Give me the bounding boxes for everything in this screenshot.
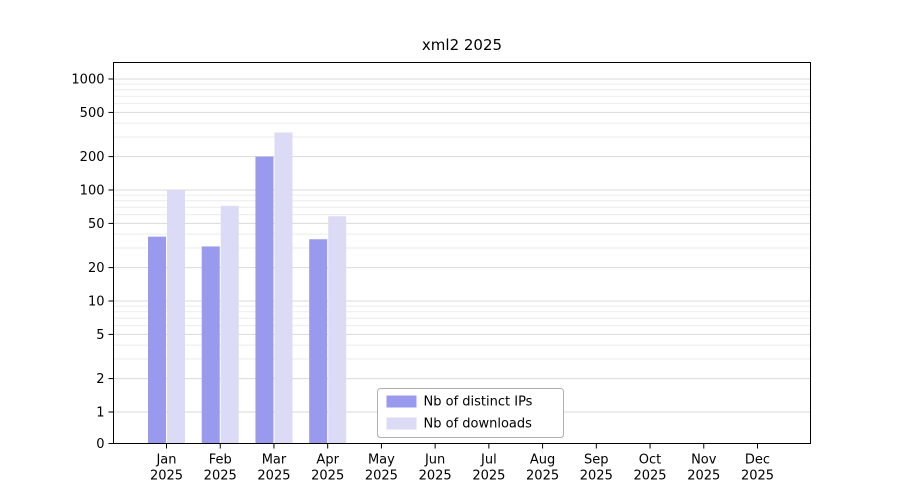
- y-tick-label: 500: [80, 106, 105, 121]
- bar-downloads-apr: [328, 216, 347, 444]
- x-tick-month-label: Mar: [262, 453, 287, 468]
- bar-distinct-ips-feb: [201, 246, 220, 444]
- x-tick-year-label: 2025: [633, 469, 666, 484]
- x-tick-year-label: 2025: [472, 469, 505, 484]
- bar-distinct-ips-mar: [255, 156, 274, 444]
- x-tick-month-label: Oct: [639, 453, 661, 468]
- x-tick-month-label: Feb: [209, 453, 232, 468]
- y-tick-label: 0: [96, 437, 104, 452]
- x-tick-month-label: Jan: [155, 453, 176, 468]
- x-tick-year-label: 2025: [204, 469, 237, 484]
- y-tick-label: 20: [88, 261, 105, 276]
- y-tick-label: 200: [80, 150, 105, 165]
- x-tick-year-label: 2025: [419, 469, 452, 484]
- x-tick-year-label: 2025: [311, 469, 344, 484]
- bar-downloads-feb: [220, 205, 239, 444]
- x-tick-year-label: 2025: [687, 469, 720, 484]
- bar-downloads-mar: [274, 132, 293, 444]
- legend-label-downloads: Nb of downloads: [424, 417, 533, 432]
- legend-label-distinct-ips: Nb of distinct IPs: [424, 395, 533, 410]
- x-tick-month-label: Dec: [745, 453, 770, 468]
- y-tick-label: 5: [96, 328, 104, 343]
- bar-downloads-jan: [167, 190, 185, 444]
- x-tick-month-label: Apr: [316, 453, 339, 468]
- x-tick-year-label: 2025: [741, 469, 774, 484]
- bar-distinct-ips-apr: [309, 239, 328, 444]
- x-tick-month-label: Sep: [584, 453, 609, 468]
- legend-swatch-distinct-ips: [386, 395, 417, 408]
- x-tick-month-label: Jul: [480, 453, 497, 468]
- x-tick-year-label: 2025: [150, 469, 183, 484]
- y-tick-label: 100: [80, 184, 105, 199]
- plot-border: [113, 62, 811, 444]
- legend-box: [377, 388, 564, 438]
- y-tick-label: 50: [88, 217, 105, 232]
- x-tick-year-label: 2025: [365, 469, 398, 484]
- x-tick-month-label: Jun: [424, 453, 445, 468]
- y-tick-label: 2: [96, 372, 104, 387]
- x-tick-month-label: Nov: [691, 453, 717, 468]
- x-tick-month-label: Aug: [530, 453, 555, 468]
- x-tick-year-label: 2025: [257, 469, 290, 484]
- y-tick-label: 1: [96, 406, 104, 421]
- x-tick-month-label: May: [368, 453, 395, 468]
- y-tick-label: 1000: [71, 73, 104, 88]
- y-tick-label: 10: [88, 295, 105, 310]
- chart-title: xml2 2025: [422, 36, 502, 54]
- bar-distinct-ips-jan: [148, 236, 166, 444]
- x-tick-year-label: 2025: [526, 469, 559, 484]
- legend-swatch-downloads: [386, 417, 417, 430]
- x-tick-year-label: 2025: [580, 469, 613, 484]
